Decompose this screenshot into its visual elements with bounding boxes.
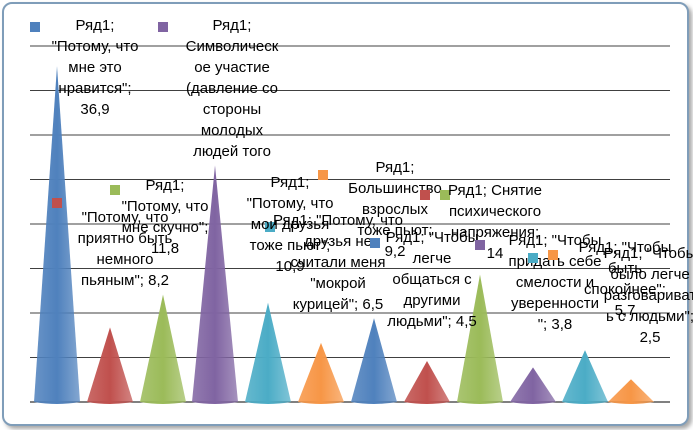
cone-bar-12 [608, 379, 654, 404]
data-label-3: Ряд1; "Потому, что мне скучно"; 11,8 [122, 177, 209, 257]
cone-bar-3 [140, 294, 186, 404]
legend-key-swatch [440, 190, 450, 200]
data-labels: Ряд1; "Потому, что мне это нравится"; 36,9 "П… [30, 17, 693, 346]
legend-key-swatch [110, 185, 120, 195]
legend-key-swatch [420, 190, 430, 200]
cone-bar-9 [457, 274, 503, 404]
data-label-5: Ряд1; "Потому, что мои друзья тоже пьют"; 10… [247, 174, 334, 275]
cone-bar-8 [404, 361, 450, 404]
cone-bar-11 [562, 350, 608, 404]
legend-key-swatch [528, 253, 538, 263]
legend-key-swatch [30, 22, 40, 32]
legend-key-swatch [475, 240, 485, 250]
data-label-1: Ряд1; "Потому, что мне это нравится"; 36,9 [52, 17, 139, 118]
legend-key-swatch [318, 170, 328, 180]
data-label-6: Ряд1; "Потому, что друзья не считали меня "… [273, 212, 403, 313]
data-label-10: Ряд1; "Чтобы придать себе смелости и уверен… [509, 232, 602, 333]
legend-key-swatch [52, 198, 62, 208]
data-label-9: Ряд1; Снятие психического напряжения; 14 [448, 182, 542, 262]
data-label-11: Ряд1; "Чтобы быть спокойнее"; 5,7 [579, 239, 672, 319]
cone-bar-10 [510, 367, 556, 404]
data-label-2: "Потому, что приятно быть немного пьяным"; … [78, 209, 173, 289]
data-label-4: Ряд1; Символическ ое участие (давление со ст… [186, 17, 279, 160]
cone-bar-4 [192, 165, 238, 404]
cone-bar-6 [298, 342, 344, 404]
legend-key-swatch [265, 222, 275, 232]
cone-bar-5 [245, 302, 291, 404]
data-label-8: Ряд1; "Чтобы легче общаться с другими людьми… [386, 229, 479, 330]
cone-bar-7 [351, 318, 397, 404]
data-label-12: Ряд1; "Чтобы было легче разговариват ь с лю… [604, 245, 693, 346]
legend-key-swatch [370, 238, 380, 248]
chart-marks [34, 66, 654, 405]
legend-key-swatch [158, 22, 168, 32]
data-label-7: Ряд1; Большинство взрослых тоже пьют; 9,2 [348, 159, 442, 260]
cone-bar-2 [87, 327, 133, 404]
cone-bar-1 [34, 66, 80, 405]
legend-key-swatch [548, 250, 558, 260]
